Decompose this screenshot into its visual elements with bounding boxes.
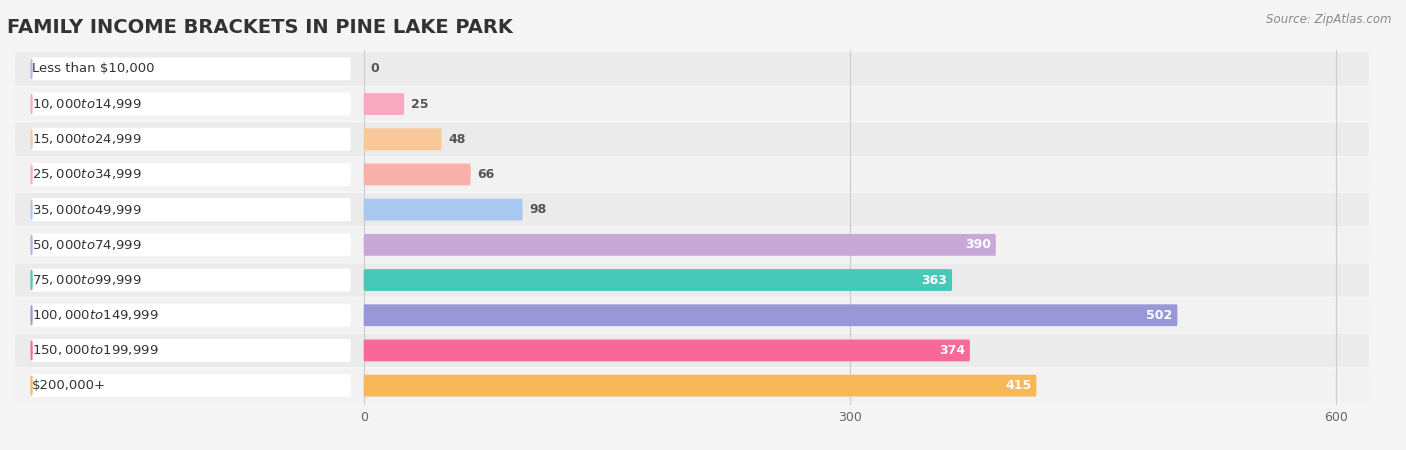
Text: 48: 48 (449, 133, 465, 146)
Text: $35,000 to $49,999: $35,000 to $49,999 (32, 202, 142, 216)
Text: $150,000 to $199,999: $150,000 to $199,999 (32, 343, 159, 357)
FancyBboxPatch shape (364, 128, 441, 150)
Text: Less than $10,000: Less than $10,000 (32, 63, 155, 75)
Text: $15,000 to $24,999: $15,000 to $24,999 (32, 132, 142, 146)
Text: 0: 0 (370, 63, 378, 75)
FancyBboxPatch shape (364, 340, 970, 361)
Text: 363: 363 (921, 274, 948, 287)
FancyBboxPatch shape (15, 299, 1368, 332)
Text: 374: 374 (939, 344, 965, 357)
Text: $25,000 to $34,999: $25,000 to $34,999 (32, 167, 142, 181)
FancyBboxPatch shape (364, 163, 471, 185)
Text: 415: 415 (1005, 379, 1032, 392)
Text: $200,000+: $200,000+ (32, 379, 105, 392)
Text: 390: 390 (965, 238, 991, 252)
FancyBboxPatch shape (364, 199, 523, 220)
FancyBboxPatch shape (15, 193, 1368, 226)
Text: 66: 66 (477, 168, 495, 181)
FancyBboxPatch shape (15, 52, 1368, 86)
FancyBboxPatch shape (364, 269, 952, 291)
Text: FAMILY INCOME BRACKETS IN PINE LAKE PARK: FAMILY INCOME BRACKETS IN PINE LAKE PARK (7, 18, 513, 37)
FancyBboxPatch shape (364, 234, 995, 256)
FancyBboxPatch shape (31, 269, 350, 292)
FancyBboxPatch shape (15, 228, 1368, 261)
Text: $100,000 to $149,999: $100,000 to $149,999 (32, 308, 159, 322)
FancyBboxPatch shape (31, 128, 350, 151)
FancyBboxPatch shape (364, 93, 404, 115)
FancyBboxPatch shape (15, 158, 1368, 191)
FancyBboxPatch shape (31, 339, 350, 362)
FancyBboxPatch shape (15, 87, 1368, 121)
Text: $10,000 to $14,999: $10,000 to $14,999 (32, 97, 142, 111)
FancyBboxPatch shape (31, 198, 350, 221)
FancyBboxPatch shape (15, 264, 1368, 297)
FancyBboxPatch shape (31, 93, 350, 116)
Text: 98: 98 (529, 203, 547, 216)
FancyBboxPatch shape (31, 304, 350, 327)
FancyBboxPatch shape (31, 58, 350, 80)
FancyBboxPatch shape (15, 334, 1368, 367)
FancyBboxPatch shape (31, 163, 350, 186)
Text: $75,000 to $99,999: $75,000 to $99,999 (32, 273, 142, 287)
Text: Source: ZipAtlas.com: Source: ZipAtlas.com (1267, 14, 1392, 27)
FancyBboxPatch shape (31, 374, 350, 397)
Text: $50,000 to $74,999: $50,000 to $74,999 (32, 238, 142, 252)
FancyBboxPatch shape (15, 123, 1368, 156)
Text: 502: 502 (1146, 309, 1173, 322)
FancyBboxPatch shape (15, 369, 1368, 402)
Text: 25: 25 (411, 98, 429, 111)
FancyBboxPatch shape (31, 234, 350, 256)
FancyBboxPatch shape (364, 375, 1036, 396)
FancyBboxPatch shape (364, 304, 1177, 326)
